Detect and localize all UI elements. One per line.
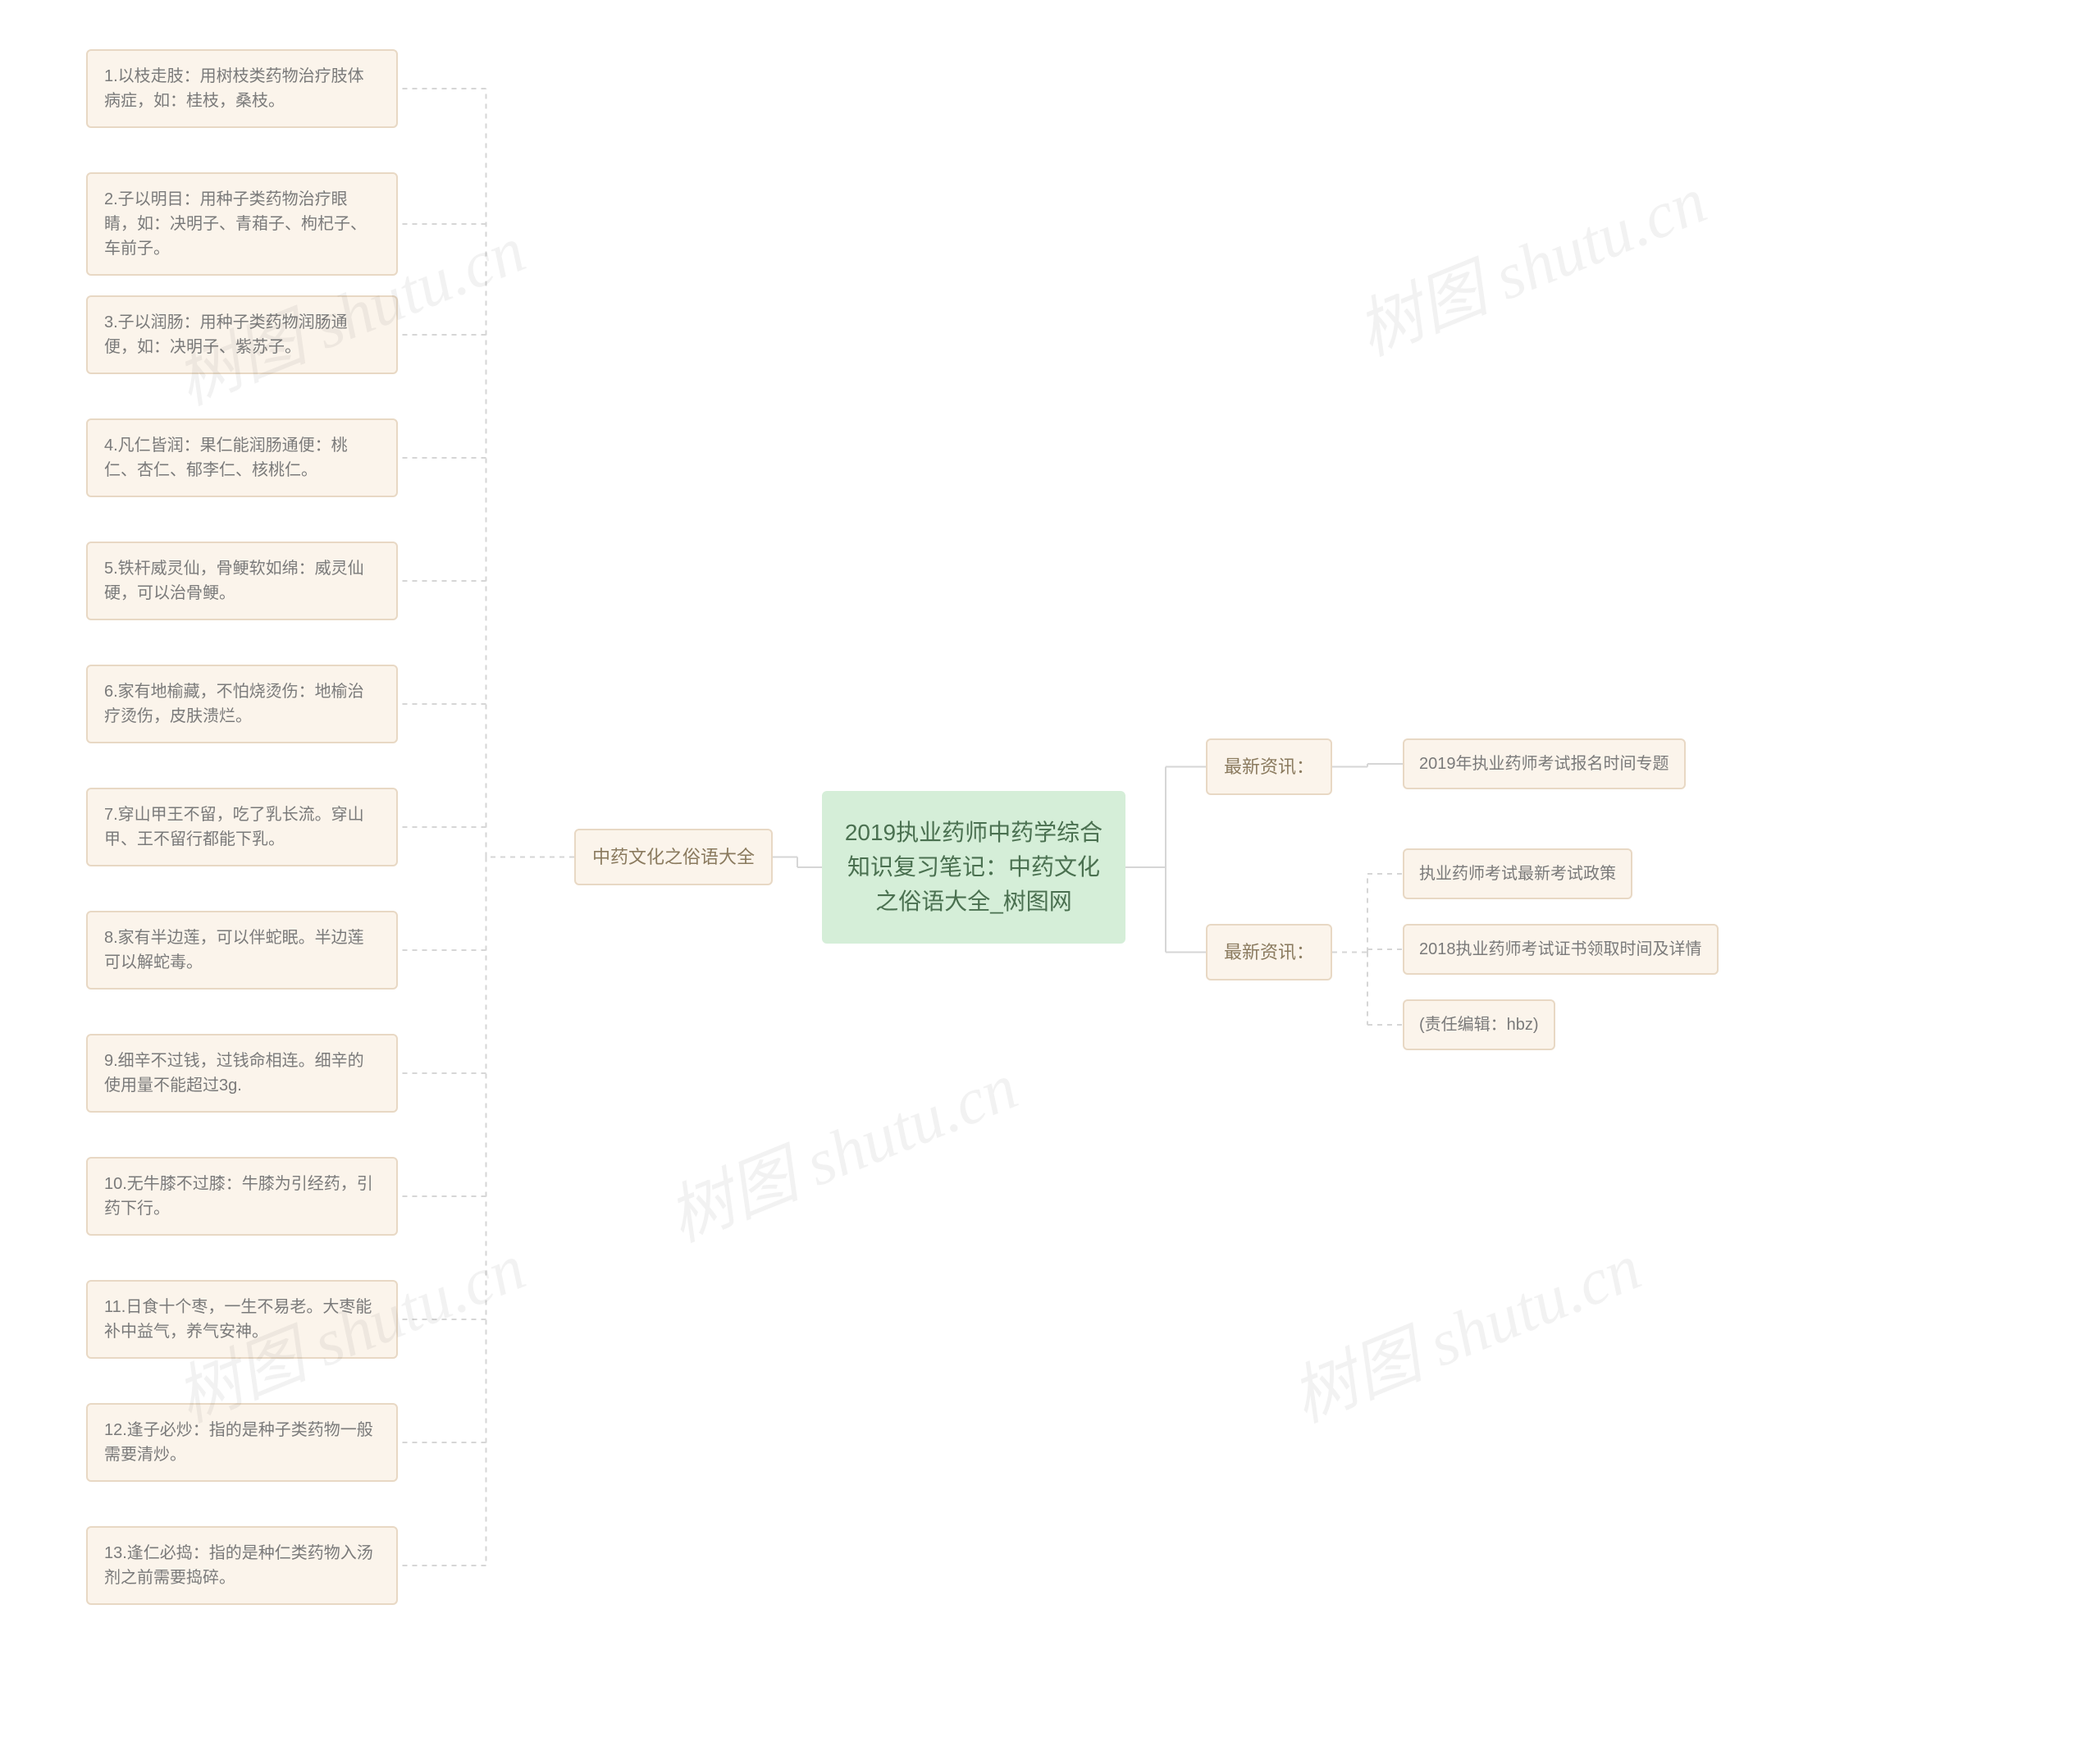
watermark: 树图 shutu.cn [1276, 1214, 1653, 1441]
right-leaf-2-3: (责任编辑：hbz) [1403, 999, 1555, 1050]
left-leaf-9: 9.细辛不过钱，过钱命相连。细辛的使用量不能超过3g. [86, 1034, 398, 1113]
left-branch-node: 中药文化之俗语大全 [574, 829, 773, 885]
left-leaf-4: 4.凡仁皆润：果仁能润肠通便：桃仁、杏仁、郁李仁、核桃仁。 [86, 418, 398, 497]
right-branch-2: 最新资讯： [1206, 924, 1332, 980]
left-leaf-11: 11.日食十个枣，一生不易老。大枣能补中益气，养气安神。 [86, 1280, 398, 1359]
left-leaf-12: 12.逢子必炒：指的是种子类药物一般需要清炒。 [86, 1403, 398, 1482]
left-leaf-1: 1.以枝走肢：用树枝类药物治疗肢体病症，如：桂枝，桑枝。 [86, 49, 398, 128]
watermark: 树图 shutu.cn [652, 1034, 1029, 1260]
left-leaf-6: 6.家有地榆藏，不怕烧烫伤：地榆治疗烫伤，皮肤溃烂。 [86, 665, 398, 743]
left-leaf-13: 13.逢仁必捣：指的是种仁类药物入汤剂之前需要捣碎。 [86, 1526, 398, 1605]
watermark: 树图 shutu.cn [1341, 148, 1719, 374]
right-branch-1: 最新资讯： [1206, 738, 1332, 795]
left-leaf-5: 5.铁杆威灵仙，骨鲠软如绵：威灵仙硬，可以治骨鲠。 [86, 542, 398, 620]
right-leaf-2-1: 执业药师考试最新考试政策 [1403, 848, 1632, 899]
right-leaf-2-2: 2018执业药师考试证书领取时间及详情 [1403, 924, 1719, 975]
left-leaf-8: 8.家有半边莲，可以伴蛇眠。半边莲可以解蛇毒。 [86, 911, 398, 990]
left-leaf-2: 2.子以明目：用种子类药物治疗眼睛，如：决明子、青葙子、枸杞子、车前子。 [86, 172, 398, 276]
left-leaf-3: 3.子以润肠：用种子类药物润肠通便，如：决明子、紫苏子。 [86, 295, 398, 374]
left-leaf-7: 7.穿山甲王不留，吃了乳长流。穿山甲、王不留行都能下乳。 [86, 788, 398, 866]
left-leaf-10: 10.无牛膝不过膝：牛膝为引经药，引药下行。 [86, 1157, 398, 1236]
right-leaf-1-1: 2019年执业药师考试报名时间专题 [1403, 738, 1686, 789]
root-node: 2019执业药师中药学综合知识复习笔记：中药文化之俗语大全_树图网 [822, 791, 1125, 944]
